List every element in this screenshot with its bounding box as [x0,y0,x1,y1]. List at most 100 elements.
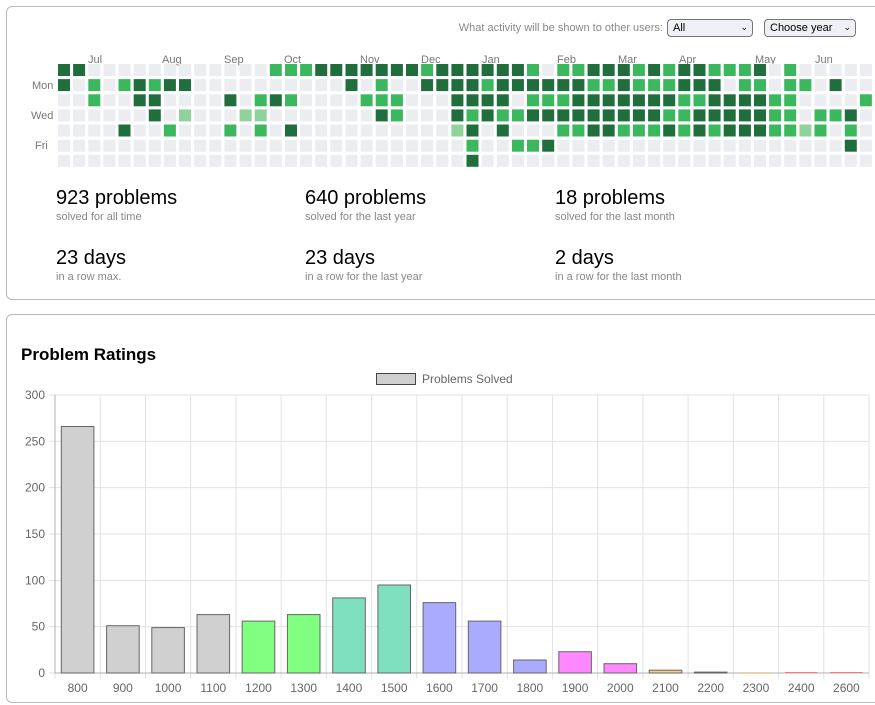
activity-cell [330,109,343,122]
activity-cell [572,139,585,152]
bar-1100[interactable] [196,614,231,674]
activity-cell [799,109,812,122]
stat-month-problems: 18 problems solved for the last month [555,187,675,223]
bar-1500[interactable] [377,584,411,674]
activity-cell [285,154,297,167]
activity-cell [73,154,86,167]
activity-cell [663,79,676,92]
activity-cell [148,94,161,107]
y-tick-label: 150 [25,527,45,541]
activity-cell [572,154,585,167]
activity-cell [148,139,161,152]
chart-legend[interactable]: Problems Solved [376,372,513,386]
activity-cell [269,139,282,152]
activity-cell [209,124,222,137]
bar-2200[interactable] [693,671,728,674]
stat-value: 640 problems [305,187,427,209]
bar-2000[interactable] [603,663,638,674]
stat-desc: in a row for the last month [555,271,682,283]
activity-cell [285,94,297,107]
activity-cell [708,139,721,152]
bar-1600[interactable] [422,602,457,674]
activity-cell [103,124,116,137]
bar-1300[interactable] [286,614,321,674]
activity-cell [708,124,721,137]
x-tick-label: 1700 [471,681,498,695]
stat-value: 18 problems [555,187,666,209]
activity-cell [496,154,509,167]
activity-cell [163,109,176,122]
activity-cell [602,139,615,152]
activity-cell [784,139,797,152]
activity-cell [436,94,449,107]
bar-800[interactable] [60,426,95,674]
chevron-down-icon: ⌄ [843,22,851,32]
activity-cell [648,154,661,167]
bar-1000[interactable] [151,627,185,674]
activity-cell [315,124,328,137]
activity-cell [179,124,191,137]
activity-cell [769,139,782,152]
activity-cell [315,139,328,152]
activity-cell [209,94,222,107]
activity-cell [451,139,464,152]
activity-cell [133,94,146,107]
bar-1200[interactable] [241,620,276,674]
activity-cell [527,139,539,152]
activity-cell [194,79,207,92]
year-select[interactable]: Choose year ⌄ [764,19,856,37]
activity-cell [436,124,449,137]
x-tick-label: 900 [113,681,133,695]
stat-year-problems: 640 problems solved for the last year [305,187,426,223]
activity-cell [678,154,691,167]
activity-cell [269,64,282,76]
activity-cell [375,94,388,107]
stat-value: 23 days [305,247,376,269]
activity-cell [179,139,191,152]
activity-cell [421,124,434,137]
activity-cell [406,124,418,137]
bar-1800[interactable] [513,659,547,674]
activity-cell [527,64,539,76]
bar-900[interactable] [106,625,140,674]
activity-cell [557,154,570,167]
activity-cell [58,64,70,76]
activity-cell [481,79,494,92]
activity-cell [481,94,494,107]
activity-cell [345,139,358,152]
activity-cell [330,94,343,107]
bar-1900[interactable] [558,651,592,674]
activity-cell [360,79,373,92]
bar-1400[interactable] [332,597,366,674]
activity-cell [421,109,434,122]
stat-desc: solved for the last month [555,211,675,223]
activity-cell [496,124,509,137]
activity-cell [784,94,797,107]
activity-cell [784,154,797,167]
x-tick-label: 1400 [336,681,363,695]
activity-cell [239,109,252,122]
activity-cell [375,154,388,167]
visibility-select[interactable]: All ⌄ [667,19,753,37]
month-label: Nov [360,54,380,66]
activity-cell [678,124,691,137]
stat-month-streak: 2 days in a row for the last month [555,247,682,283]
activity-cell [754,94,766,107]
bar-2100[interactable] [648,669,683,674]
activity-cell [58,139,70,152]
activity-cell [194,154,207,167]
activity-cell [632,109,645,122]
activity-cell [844,94,857,107]
activity-cell [209,139,222,152]
activity-cell [345,154,358,167]
activity-cell [557,94,570,107]
activity-cell [844,79,857,92]
activity-cell [451,64,464,76]
y-tick-label: 200 [25,481,45,495]
activity-cell [254,109,267,122]
activity-cell [617,79,630,92]
bar-1700[interactable] [467,620,502,674]
activity-cell [527,124,539,137]
activity-cell [738,124,751,137]
activity-cell [345,79,358,92]
